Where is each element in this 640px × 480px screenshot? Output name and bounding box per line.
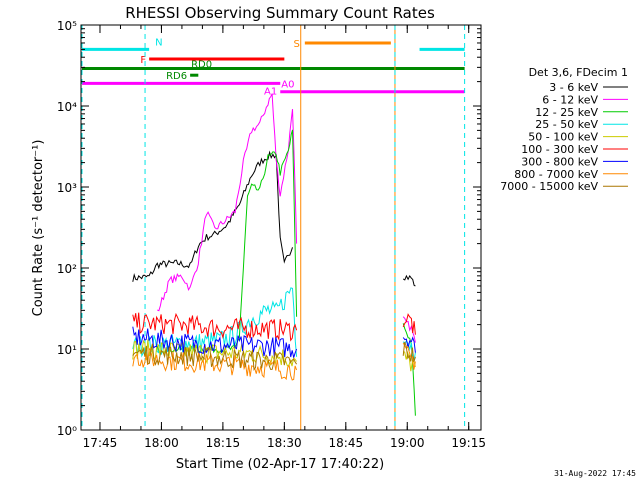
x-tick-label: 19:15 — [451, 436, 486, 450]
x-axis: 17:45 18:00 18:15 18:30 18:45 19:00 19:15 — [83, 25, 486, 450]
vertical-markers — [81, 25, 466, 430]
legend-entry-label: 50 - 100 keV — [528, 131, 598, 144]
legend-entry-label: 25 - 50 keV — [535, 118, 598, 131]
x-tick-label: 18:15 — [206, 436, 241, 450]
series-line — [402, 323, 416, 416]
chart-title: RHESSI Observing Summary Count Rates — [125, 4, 435, 22]
x-tick-label: 18:45 — [329, 436, 364, 450]
data-series — [132, 93, 416, 416]
flag-bars: NF RD0 RD6 A0 A1 S — [82, 37, 465, 98]
series-line — [132, 312, 298, 342]
x-axis-label: Start Time (02-Apr-17 17:40:22) — [176, 457, 384, 472]
legend-entry-label: 7000 - 15000 keV — [500, 180, 598, 193]
series-line — [132, 326, 298, 358]
flag-label: F — [140, 55, 146, 66]
flag-label: RD6 — [166, 71, 187, 82]
y-tick-label: 10⁴ — [57, 100, 77, 114]
x-tick-label: 18:30 — [267, 436, 302, 450]
legend-entry-label: 3 - 6 keV — [549, 81, 598, 94]
x-tick-label: 19:00 — [390, 436, 425, 450]
y-tick-label: 10³ — [57, 181, 77, 195]
series-line — [402, 316, 416, 343]
series-line — [402, 336, 416, 353]
y-tick-label: 10⁰ — [57, 424, 77, 438]
legend-entry-label: 12 - 25 keV — [535, 106, 598, 119]
flag-label: A0 — [281, 79, 294, 90]
flag-label: S — [293, 39, 299, 50]
legend-entry-label: 800 - 7000 keV — [514, 168, 598, 181]
legend-entry-label: 300 - 800 keV — [521, 155, 598, 168]
y-axis-label: Count Rate (s⁻¹ detector⁻¹) — [31, 140, 46, 317]
series-line — [402, 341, 416, 362]
y-tick-label: 10² — [57, 262, 77, 276]
plot-frame — [80, 24, 482, 431]
legend-title: Det 3,6, FDecim 1 — [529, 66, 628, 79]
series-line — [402, 342, 416, 370]
series-line — [157, 93, 298, 312]
flag-label: A1 — [264, 87, 277, 98]
flag-label: RD0 — [191, 60, 212, 71]
y-tick-label: 10⁵ — [57, 19, 77, 33]
legend-entry-label: 6 - 12 keV — [542, 93, 598, 106]
series-line — [402, 274, 416, 287]
x-tick-label: 17:45 — [83, 436, 118, 450]
x-tick-label: 18:00 — [144, 436, 179, 450]
flag-label: N — [155, 37, 162, 48]
series-line — [132, 343, 298, 371]
series-line — [402, 313, 416, 335]
series-line — [132, 347, 298, 381]
y-axis: 10⁰ 10¹ 10² 10³ 10⁴ 10⁵ — [57, 19, 481, 438]
legend-entry-label: 100 - 300 keV — [521, 143, 598, 156]
footer-date: 31-Aug-2022 17:45 — [554, 469, 636, 478]
y-tick-label: 10¹ — [57, 343, 77, 357]
